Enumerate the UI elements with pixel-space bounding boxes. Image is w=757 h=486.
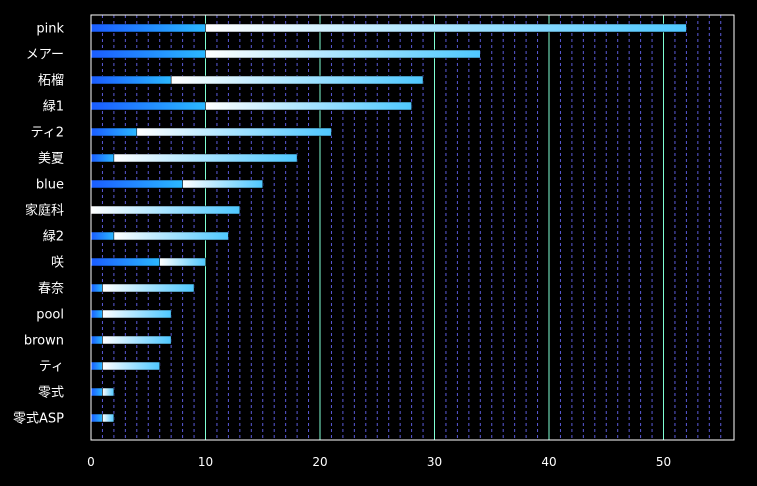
category-label: 家庭科: [25, 203, 64, 219]
bar-segment-series2: [102, 387, 115, 397]
bar-segment-series1: [90, 75, 172, 85]
category-label: 零式: [38, 386, 64, 401]
x-tick-label: 30: [427, 455, 442, 469]
bar-segment-series1: [90, 361, 103, 371]
bar-segment-series1: [90, 101, 206, 111]
category-label: メアー: [26, 48, 64, 63]
bar-segment-series2: [102, 361, 160, 371]
x-tick-label: 10: [198, 455, 213, 469]
bar-segment-series1: [90, 23, 206, 33]
bar-segment-series2: [113, 153, 298, 163]
x-tick-label: 40: [541, 455, 556, 469]
bar-segment-series2: [102, 413, 115, 423]
category-label: ティ2: [31, 126, 65, 141]
x-tick-labels: 0 10 20 30 40 50: [87, 455, 671, 469]
bars: [90, 23, 687, 423]
bar-segment-series1: [90, 179, 183, 189]
category-label: 緑1: [43, 100, 64, 115]
category-label: blue: [36, 178, 64, 193]
bar-segment-series2: [102, 309, 172, 319]
bar-segment-series1: [90, 283, 103, 293]
bar-segment-series2: [205, 49, 481, 59]
category-label: 美夏: [38, 152, 64, 167]
category-label: 柘榴: [38, 74, 64, 89]
bar-segment-series1: [90, 153, 115, 163]
category-label: 零式ASP: [13, 412, 64, 427]
category-label: 咲: [51, 255, 64, 271]
bar-segment-series2: [136, 127, 332, 137]
category-label: 緑2: [43, 230, 64, 245]
axes: [90, 14, 735, 441]
x-tick-label: 50: [656, 455, 671, 469]
category-label: pool: [36, 308, 64, 323]
bar-segment-series2: [205, 101, 412, 111]
category-label: brown: [24, 334, 64, 349]
bar-segment-series2: [102, 283, 195, 293]
bar-segment-series1: [90, 49, 206, 59]
bar-segment-series2: [90, 205, 241, 215]
bar-segment-series1: [90, 309, 103, 319]
bar-segment-series2: [205, 23, 687, 33]
category-label: ティ: [39, 360, 64, 375]
category-label: pink: [36, 22, 64, 37]
bar-segment-series2: [113, 231, 229, 241]
plot-frame: [90, 14, 735, 441]
bar-segment-series1: [90, 335, 103, 345]
bar-segment-series2: [182, 179, 264, 189]
bar-segment-series1: [90, 257, 160, 267]
category-label: 春奈: [38, 282, 64, 297]
bar-segment-series1: [90, 387, 103, 397]
bar-segment-series2: [102, 335, 172, 345]
bar-segment-series2: [170, 75, 424, 85]
bar-segment-series2: [159, 257, 206, 267]
grid: [101, 15, 722, 440]
x-tick-label: 20: [312, 455, 327, 469]
x-tick-label: 0: [87, 455, 95, 469]
bar-segment-series1: [90, 231, 115, 241]
bar-segment-series1: [90, 127, 138, 137]
bar-segment-series1: [90, 413, 103, 423]
